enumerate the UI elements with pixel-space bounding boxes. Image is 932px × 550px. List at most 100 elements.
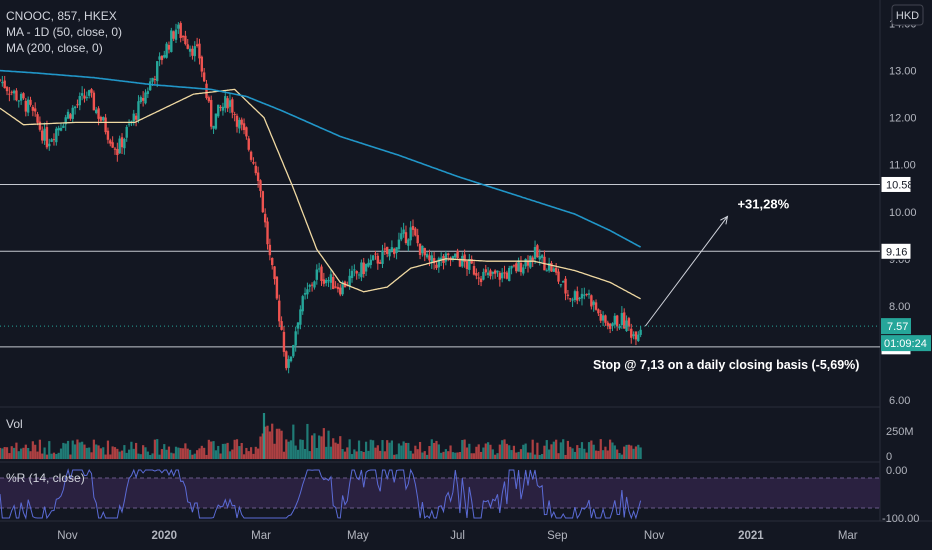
volume-bar [165,449,168,459]
volume-bar [613,445,616,459]
candle-body [296,322,300,329]
volume-bar [123,445,126,459]
volume-bar [421,452,424,459]
candle-body [247,138,250,150]
volume-bar [36,451,39,459]
volume-bar [118,451,121,459]
ma50-legend[interactable]: MA - 1D (50, close, 0) [6,25,122,39]
candle-body [116,148,119,156]
candle-body [320,266,323,281]
candle-body [402,229,405,234]
volume-bar [292,424,295,459]
volume-bar [444,449,447,459]
candle-body [34,108,37,112]
candle-body [132,113,135,122]
volume-bar [294,445,297,459]
ma200-line [0,69,642,248]
candle-body [254,165,257,174]
candle-body [144,92,147,104]
williams-axis-tick-minus100: -100.00 [882,513,919,525]
volume-bar [8,453,11,459]
volume-bar [64,443,67,459]
volume-bar [578,447,581,459]
candle-body [533,247,537,259]
volume-bar [332,438,335,459]
candle-body [484,269,487,273]
candle-body [348,275,351,287]
time-axis-tick: May [347,530,369,542]
volume-bar [224,443,227,459]
volume-bar [146,451,149,459]
volume-bar [188,449,192,459]
time-axis-tick: Nov [57,530,78,542]
volume-bar [249,447,253,459]
volume-bar [510,450,513,459]
volume-bar [601,450,605,459]
volume-bar [78,442,81,459]
volume-bar [533,454,537,459]
volume-bar [174,446,178,459]
candle-body [221,106,225,111]
candle-body [12,90,16,94]
candle-body [15,90,18,101]
candle-body [106,130,110,140]
candle-body [263,213,267,223]
volume-bar [477,444,480,459]
volume-bar [327,430,330,459]
volume-bar [247,451,250,459]
volume-bar [630,445,633,459]
volume-bar [242,454,246,459]
volume-bar [498,444,501,459]
volume-bar [517,451,520,459]
candle-body [388,249,391,257]
volume-bar [433,442,436,459]
volume-bar [557,453,560,459]
volume-bar [66,440,70,459]
candle-body [454,253,457,258]
candle-body [151,77,154,82]
volume-bar [543,445,546,459]
candle-body [355,271,358,274]
candle-body [550,263,553,272]
candle-body [231,99,234,113]
volume-bar [97,445,100,459]
volume-bar [102,447,105,459]
volume-bar [139,454,142,459]
volume-bar [442,451,445,459]
candle-body [184,35,187,45]
candle-body [400,233,403,240]
candle-body [475,273,478,276]
volume-panel-label[interactable]: Vol [6,417,23,431]
volume-bar [430,439,433,459]
candle-body [303,293,307,295]
volume-bar [435,440,438,459]
price-axis-tick: 11.00 [889,160,916,172]
candle-body [437,258,441,268]
volume-bar [210,441,213,459]
volume-bar [447,451,450,459]
candle-body [240,119,243,125]
target-arrow-head [720,215,729,225]
volume-bar [393,454,396,459]
candle-body [41,130,44,141]
candle-body [158,56,161,60]
candle-body [587,293,591,295]
volume-bar [303,448,307,459]
candle-body [78,95,81,106]
currency-button[interactable] [891,4,924,26]
volume-bar [463,439,466,459]
candle-body [55,128,58,143]
volume-bar [245,447,248,459]
horizontal-levels [0,183,880,348]
ma200-legend[interactable]: MA (200, close, 0) [6,41,103,55]
volume-bar [266,425,269,459]
candle-body [19,94,23,101]
williams-panel-label[interactable]: %R (14, close) [6,471,85,485]
volume-bar [219,453,222,459]
candle-body [510,265,513,269]
candle-body [210,100,213,127]
time-axis[interactable]: Nov 2020 Mar May Jul Sep Nov 2021 Mar [57,530,858,542]
candle-body [137,101,140,121]
candle-body [597,309,600,314]
